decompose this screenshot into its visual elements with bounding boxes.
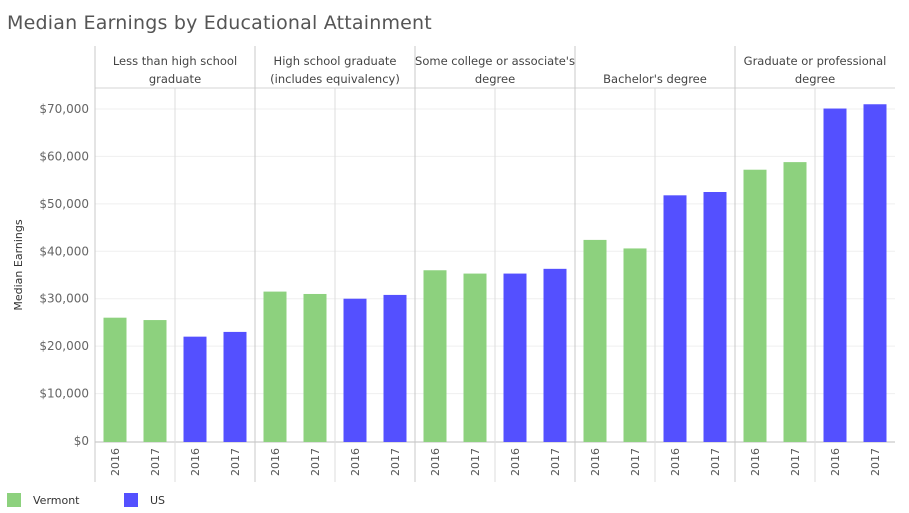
y-tick-label: $10,000 (39, 387, 89, 401)
x-tick-label: 2016 (669, 448, 682, 476)
bar[interactable] (463, 273, 487, 442)
group-header-label: Less than high school (113, 54, 237, 68)
bar[interactable] (183, 336, 207, 442)
x-tick-label: 2016 (269, 448, 282, 476)
bars (103, 104, 887, 443)
x-tick-label: 2017 (229, 448, 242, 476)
legend-swatch-us (124, 493, 138, 507)
bar[interactable] (623, 248, 647, 442)
x-tick-label: 2016 (589, 448, 602, 476)
y-tick-label: $50,000 (39, 197, 89, 211)
bar[interactable] (143, 320, 167, 442)
x-tick-label: 2017 (309, 448, 322, 476)
x-tick-label: 2017 (869, 448, 882, 476)
y-tick-label: $30,000 (39, 292, 89, 306)
x-tick-label: 2016 (429, 448, 442, 476)
x-tick-label: 2017 (629, 448, 642, 476)
x-tick-label: 2017 (469, 448, 482, 476)
x-tick-label: 2016 (509, 448, 522, 476)
bar-chart: $0 $10,000 $20,000 $30,000 $40,000 $50,000 $60… (12, 46, 895, 482)
x-tick-label: 2016 (349, 448, 362, 476)
bar[interactable] (223, 331, 247, 442)
bar[interactable] (303, 293, 327, 442)
y-axis-label: Median Earnings (12, 219, 25, 311)
bar[interactable] (583, 239, 607, 442)
bar[interactable] (823, 108, 847, 443)
bar[interactable] (543, 268, 567, 442)
bar[interactable] (663, 195, 687, 442)
bar[interactable] (263, 291, 287, 442)
bar[interactable] (503, 273, 527, 442)
group-header-label: degree (795, 72, 835, 86)
group-header-label: (includes equivalency) (270, 72, 400, 86)
y-tick-label: $40,000 (39, 244, 89, 258)
x-tick-label: 2016 (189, 448, 202, 476)
x-tick-label: 2017 (389, 448, 402, 476)
legend-swatch-vermont (7, 493, 21, 507)
x-tick-label: 2017 (789, 448, 802, 476)
y-tick-label: $20,000 (39, 339, 89, 353)
group-header-label: High school graduate (274, 54, 397, 68)
bar[interactable] (783, 162, 807, 442)
bar[interactable] (103, 317, 127, 442)
legend-item-us[interactable]: US (124, 492, 165, 508)
axis-labels: $0 $10,000 $20,000 $30,000 $40,000 $50,000 $60… (12, 54, 886, 476)
x-tick-label: 2016 (109, 448, 122, 476)
legend-label-vermont: Vermont (33, 493, 80, 507)
group-header-label: degree (475, 72, 515, 86)
group-header-label: Some college or associate's (415, 54, 575, 68)
bar[interactable] (863, 104, 887, 442)
y-tick-label: $70,000 (39, 102, 89, 116)
group-header-label: graduate (149, 72, 201, 86)
bar[interactable] (703, 192, 727, 442)
group-header-label: Bachelor's degree (603, 72, 707, 86)
x-tick-label: 2017 (709, 448, 722, 476)
legend-item-vermont[interactable]: Vermont (7, 492, 80, 508)
legend-label-us: US (150, 493, 166, 507)
chart-frame (94, 46, 895, 482)
bar[interactable] (743, 169, 767, 443)
y-tick-label: $0 (74, 434, 89, 448)
x-tick-label: 2016 (749, 448, 762, 476)
bar[interactable] (383, 294, 407, 442)
group-header-label: Graduate or professional (744, 54, 887, 68)
x-tick-label: 2016 (829, 448, 842, 476)
y-tick-label: $60,000 (39, 149, 89, 163)
chart-title: Median Earnings by Educational Attainmen… (7, 12, 432, 34)
x-tick-label: 2017 (149, 448, 162, 476)
bar[interactable] (423, 270, 447, 442)
x-tick-label: 2017 (549, 448, 562, 476)
bar[interactable] (343, 298, 367, 442)
